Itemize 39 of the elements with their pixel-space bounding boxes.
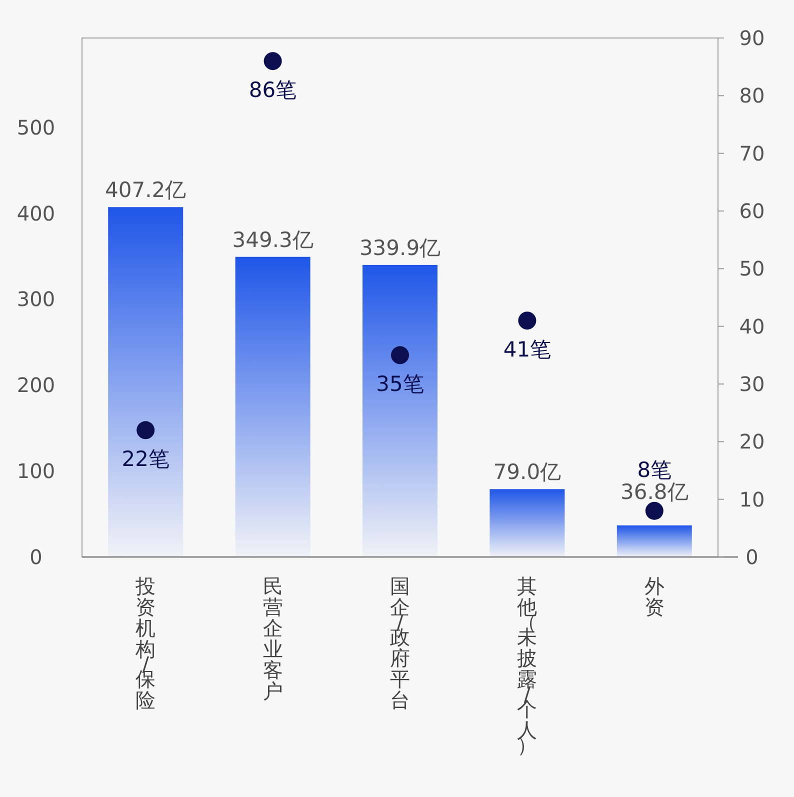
data-label: 86笔 bbox=[248, 78, 297, 102]
y2-tick-label: 80 bbox=[739, 84, 765, 108]
bar bbox=[108, 207, 184, 557]
point bbox=[645, 502, 664, 520]
point bbox=[264, 52, 282, 70]
point bbox=[518, 312, 536, 330]
x-tick-label: 投资机构/保险 bbox=[134, 574, 156, 712]
y2-tick-label: 40 bbox=[739, 314, 765, 338]
y2-tick-label: 10 bbox=[739, 487, 765, 512]
data-label: 349.3亿 bbox=[232, 228, 314, 252]
data-label: 339.9亿 bbox=[359, 236, 441, 260]
y2-tick-label: 60 bbox=[739, 199, 765, 223]
data-label: 35笔 bbox=[376, 372, 424, 396]
data-label: 22笔 bbox=[122, 447, 170, 472]
y2-tick-label: 50 bbox=[739, 256, 765, 281]
bar bbox=[362, 264, 438, 557]
point bbox=[136, 421, 155, 440]
y2-tick-label: 20 bbox=[739, 430, 765, 454]
data-label: 79.0亿 bbox=[493, 460, 562, 484]
x-tick-label: 外资 bbox=[644, 574, 664, 619]
y2-tick-label: 90 bbox=[739, 26, 765, 50]
y2-tick-label: 0 bbox=[746, 545, 758, 569]
y2-tick-label: 30 bbox=[739, 372, 765, 396]
ytick: 400 bbox=[16, 201, 56, 226]
data-label: 41笔 bbox=[503, 338, 552, 362]
ytick: 500 bbox=[16, 115, 56, 140]
ytick: 300 bbox=[16, 287, 56, 312]
data-label: 36.8亿 bbox=[620, 480, 688, 504]
data-label: 8笔 bbox=[637, 458, 672, 482]
data-label: 407.2亿 bbox=[105, 178, 186, 202]
ytick: 0 bbox=[30, 545, 42, 569]
point bbox=[391, 346, 409, 364]
ytick: 200 bbox=[16, 373, 56, 398]
x-tick-label: 民营企业客户 bbox=[262, 574, 283, 703]
bar bbox=[235, 256, 310, 557]
ytick: 100 bbox=[16, 459, 56, 484]
bar bbox=[490, 489, 565, 557]
bar bbox=[616, 525, 692, 557]
y2-tick-label: 70 bbox=[739, 141, 765, 166]
